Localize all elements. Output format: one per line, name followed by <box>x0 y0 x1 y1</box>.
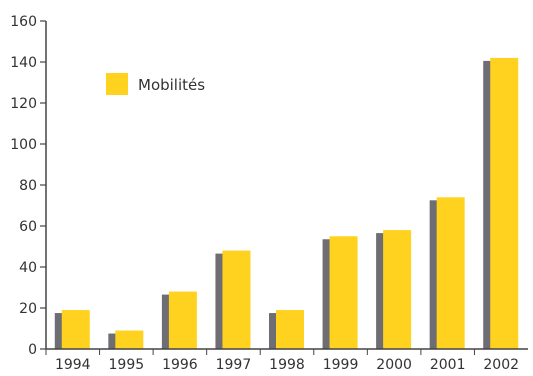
y-tick-label: 60 <box>19 219 37 235</box>
y-tick-label: 80 <box>19 178 37 194</box>
x-tick-label: 2000 <box>376 357 412 373</box>
x-tick-label: 1998 <box>269 357 305 373</box>
bar-shadow <box>269 313 278 349</box>
bar-1996 <box>168 291 197 349</box>
y-tick-label: 100 <box>10 137 37 153</box>
bar-shadow <box>429 200 439 349</box>
y-tick-label: 160 <box>10 14 37 30</box>
bar-shadow <box>376 233 386 349</box>
legend-label: Mobilités <box>138 76 205 94</box>
y-axis: 0 20 40 60 80 100 120 140 160 <box>10 14 47 358</box>
bar-1998 <box>276 310 304 349</box>
bar-2001 <box>436 197 465 349</box>
legend: Mobilités <box>106 73 205 95</box>
bar-shadow <box>322 239 332 349</box>
bar-shadow <box>54 313 64 349</box>
bars <box>54 57 519 350</box>
bar-shadow <box>161 294 171 349</box>
bar-shadow <box>108 333 118 349</box>
bar-2000 <box>383 230 412 349</box>
y-tick-label: 40 <box>19 260 37 276</box>
bar-shadow <box>215 253 225 349</box>
x-tick-label: 1995 <box>109 357 145 373</box>
x-tick-label: 1994 <box>55 357 91 373</box>
y-tick-label: 140 <box>10 55 37 71</box>
x-tick-label: 2002 <box>483 357 519 373</box>
bar-1995 <box>115 330 144 349</box>
y-tick-label: 20 <box>19 301 37 317</box>
x-tick-label: 1999 <box>323 357 359 373</box>
bar-2002 <box>490 57 519 350</box>
x-tick-label: 1996 <box>162 357 198 373</box>
x-axis: 1994 1995 1996 1997 1998 1999 2000 2001 2002 <box>45 348 528 373</box>
bar-1999 <box>329 236 358 349</box>
bar-1997 <box>222 250 251 349</box>
y-tick-label: 120 <box>10 96 37 112</box>
y-tick-label: 0 <box>28 342 37 358</box>
bar-shadow <box>483 60 493 350</box>
x-tick-label: 1997 <box>216 357 252 373</box>
x-tick-label: 2001 <box>430 357 466 373</box>
bar-1994 <box>61 310 90 349</box>
legend-swatch <box>106 73 128 95</box>
